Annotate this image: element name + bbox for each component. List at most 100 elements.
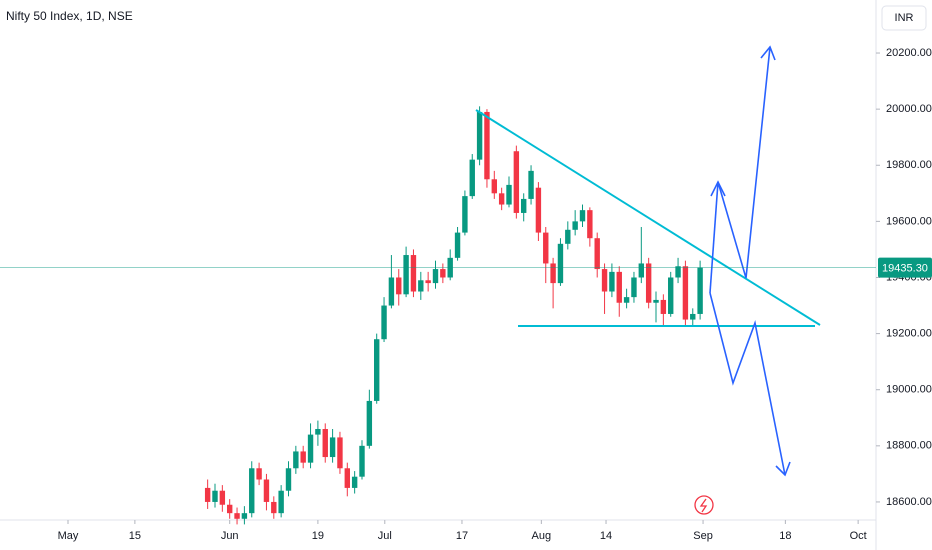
- y-tick-label: 19800.00: [886, 159, 932, 171]
- candle-body: [623, 297, 630, 303]
- candle-body: [432, 269, 439, 284]
- y-tick-label: 18600.00: [886, 496, 932, 508]
- candle-body: [234, 513, 240, 519]
- candle-body: [653, 299, 659, 303]
- candle-body: [557, 243, 564, 284]
- x-tick-label: 18: [779, 530, 791, 542]
- candle-body: [219, 490, 226, 505]
- candle-body: [521, 198, 527, 213]
- candle-body: [226, 504, 233, 514]
- y-tick-label: 19000.00: [886, 384, 932, 396]
- candle-body: [315, 428, 321, 435]
- x-tick-label: Jul: [378, 530, 392, 542]
- candle-body: [256, 468, 262, 480]
- y-tick-label: 20000.00: [886, 103, 932, 115]
- candle-body: [550, 263, 556, 284]
- candle-body: [616, 271, 622, 303]
- candle-body: [204, 487, 211, 502]
- x-tick-label: 14: [600, 530, 612, 542]
- last-price-tag: [878, 257, 932, 278]
- candle-body: [543, 232, 549, 264]
- arrowhead: [760, 45, 776, 61]
- candle-body: [278, 490, 284, 514]
- y-tick-label: 18800.00: [886, 440, 932, 452]
- arrow: [717, 46, 771, 279]
- candle-body: [565, 229, 571, 244]
- candle-body: [601, 269, 608, 292]
- candle-body: [293, 451, 299, 469]
- candle-body: [498, 193, 505, 205]
- candle-body: [381, 305, 387, 340]
- candle-body: [410, 255, 417, 292]
- x-tick-label: Aug: [532, 530, 552, 542]
- candle-body: [469, 159, 475, 197]
- y-tick-label: 19200.00: [886, 328, 932, 340]
- candle-body: [587, 210, 593, 239]
- candle-body: [682, 266, 689, 320]
- chart-title: Nifty 50 Index, 1D, NSE: [6, 9, 133, 23]
- x-tick-label: Sep: [693, 530, 713, 542]
- candle-body: [329, 437, 336, 458]
- x-tick-label: 17: [456, 530, 468, 542]
- event-icon[interactable]: [694, 495, 714, 515]
- candle-body: [337, 437, 343, 469]
- candle-body: [594, 238, 600, 270]
- candle-body: [440, 269, 446, 278]
- candle-body: [388, 277, 395, 306]
- currency: INR: [895, 12, 914, 24]
- candle-body: [307, 434, 314, 463]
- candle-body: [322, 428, 328, 458]
- candle-body: [572, 221, 578, 230]
- y-tick-label: 20200.00: [886, 47, 932, 59]
- candle-body: [418, 280, 424, 292]
- candle-body: [579, 210, 586, 222]
- candle-body: [425, 280, 431, 284]
- candle-body: [351, 476, 358, 488]
- candle-body: [344, 468, 350, 488]
- candle-body: [675, 266, 681, 278]
- candle-body: [241, 513, 248, 519]
- candle-body: [212, 490, 218, 502]
- candle-body: [249, 468, 255, 514]
- candle-body: [631, 277, 637, 298]
- plot: [204, 106, 703, 525]
- candle-body: [359, 445, 365, 477]
- candle-body: [300, 451, 306, 463]
- candle-body: [285, 468, 292, 491]
- y-tick-label: 19600.00: [886, 215, 932, 227]
- candle-body: [373, 339, 380, 401]
- candle-body: [491, 179, 498, 194]
- arrow: [709, 292, 786, 476]
- candle-body: [484, 111, 490, 180]
- candle-body: [462, 196, 468, 233]
- candle-body: [697, 267, 703, 314]
- x-tick-label: 19: [312, 530, 324, 542]
- x-tick-label: Jun: [221, 530, 239, 542]
- x-tick-label: Oct: [850, 530, 867, 542]
- candle-body: [528, 170, 534, 199]
- currency-box[interactable]: [881, 5, 927, 31]
- drawings: [475, 45, 821, 515]
- arrowhead: [775, 461, 791, 477]
- x-tick-label: 15: [129, 530, 141, 542]
- candle-body: [403, 255, 409, 295]
- candle-body: [690, 313, 696, 320]
- candle-body: [638, 263, 645, 278]
- candle-body: [660, 299, 667, 314]
- candle-body: [271, 501, 277, 514]
- event-icon-bolt: [699, 498, 708, 513]
- candle-body: [513, 151, 520, 213]
- candle-body: [609, 271, 615, 292]
- candle-body: [454, 232, 461, 258]
- trendline: [475, 109, 821, 326]
- candle-body: [535, 187, 542, 233]
- candle-body: [366, 400, 373, 446]
- candle-body: [506, 184, 512, 205]
- x-tick-label: May: [58, 530, 79, 542]
- candle-body: [476, 111, 483, 160]
- arrow: [709, 181, 719, 294]
- candle-body: [396, 277, 402, 295]
- candle-body: [668, 277, 674, 314]
